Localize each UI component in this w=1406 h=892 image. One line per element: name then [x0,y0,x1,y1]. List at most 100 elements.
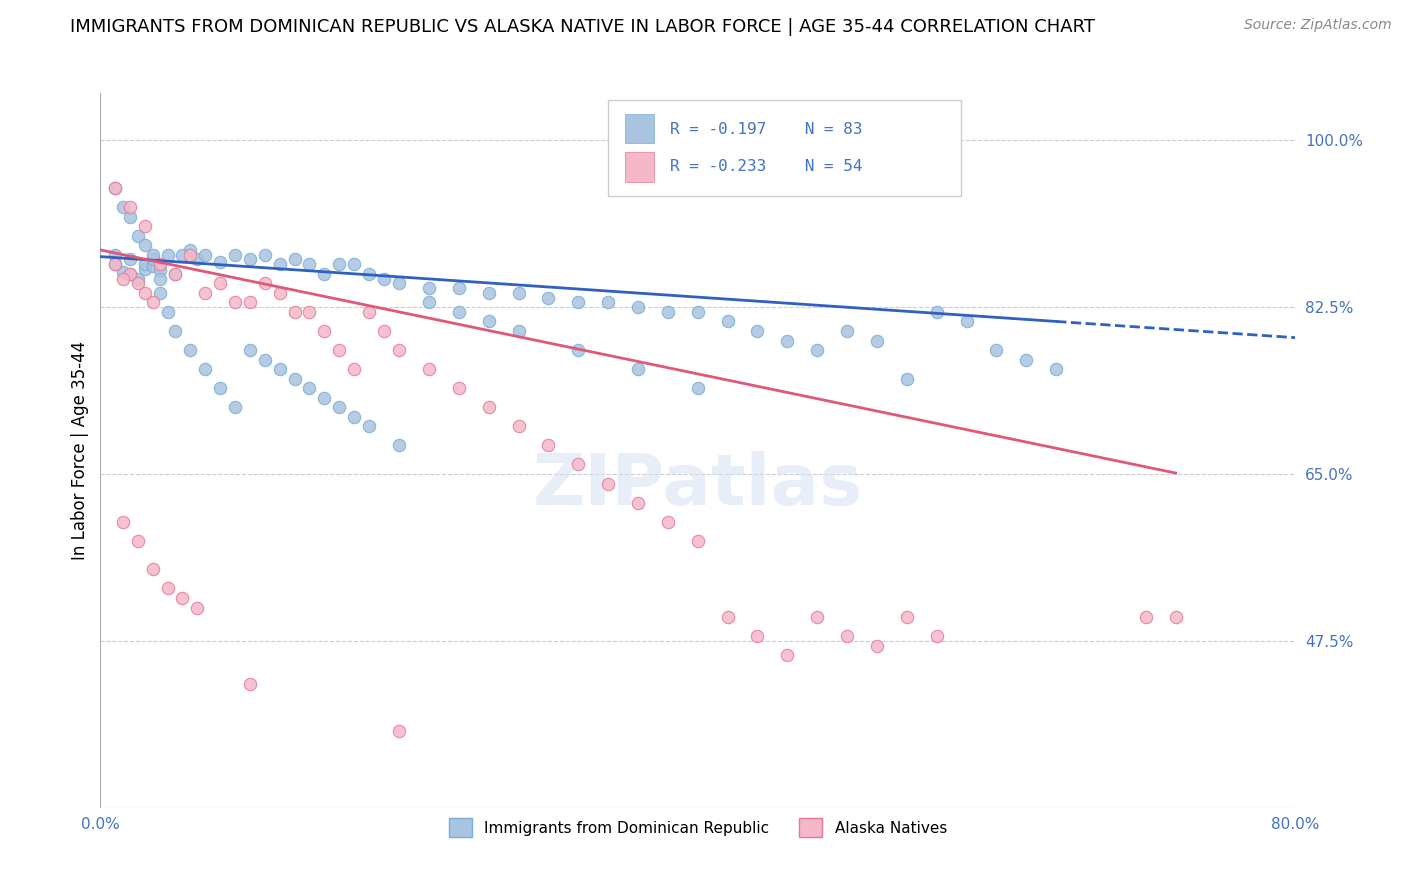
Point [657,305,679,319]
Point [120,267,142,281]
Point [1135,610,1157,624]
Point [343,362,366,376]
Point [343,257,366,271]
Point [298,381,321,395]
FancyBboxPatch shape [624,153,654,182]
Point [508,419,530,434]
Point [418,281,440,295]
Point [806,610,828,624]
Point [134,257,156,271]
Point [111,515,134,529]
FancyBboxPatch shape [609,100,960,196]
Legend: Immigrants from Dominican Republic, Alaska Natives: Immigrants from Dominican Republic, Alas… [443,812,953,843]
Point [1045,362,1067,376]
Point [127,277,149,291]
Point [127,228,149,243]
Point [478,285,501,300]
Point [388,724,411,739]
Point [866,334,889,348]
Point [373,271,395,285]
Point [835,324,858,338]
Point [104,257,127,271]
Point [896,372,918,386]
Point [717,610,740,624]
Point [134,238,156,252]
Point [239,295,262,310]
Point [283,372,305,386]
Point [142,259,165,273]
Point [567,295,589,310]
Point [343,409,366,424]
Point [253,248,276,262]
Point [567,343,589,357]
Point [508,324,530,338]
Point [373,324,395,338]
Point [747,629,769,643]
Point [627,300,650,314]
Point [567,458,589,472]
Point [598,295,620,310]
Point [478,401,501,415]
Point [134,262,156,277]
Point [314,324,336,338]
Point [896,610,918,624]
Point [328,257,350,271]
Point [142,252,165,267]
Point [447,381,470,395]
Point [314,391,336,405]
Point [776,648,799,663]
Point [134,219,156,233]
Point [447,305,470,319]
Point [269,257,291,271]
Point [359,419,381,434]
Point [253,352,276,367]
Point [127,533,149,548]
Point [508,285,530,300]
Point [776,334,799,348]
Point [359,267,381,281]
Point [194,362,217,376]
Point [142,295,165,310]
Point [149,257,172,271]
Point [179,243,201,257]
Point [149,271,172,285]
Point [156,582,179,596]
Point [253,277,276,291]
Point [747,324,769,338]
Point [1164,610,1187,624]
Point [598,476,620,491]
Point [104,181,127,195]
Point [104,248,127,262]
Point [149,263,172,277]
Point [537,438,560,452]
Point [111,265,134,279]
Point [806,343,828,357]
Point [269,362,291,376]
Point [283,252,305,267]
Point [111,271,134,285]
Point [686,533,709,548]
Point [283,305,305,319]
Point [186,252,208,267]
Point [239,343,262,357]
Text: Source: ZipAtlas.com: Source: ZipAtlas.com [1244,18,1392,32]
Point [142,562,165,576]
Point [627,362,650,376]
Point [186,600,208,615]
Y-axis label: In Labor Force | Age 35-44: In Labor Force | Age 35-44 [72,341,89,560]
Point [478,314,501,328]
Point [388,343,411,357]
Point [120,252,142,267]
Point [104,181,127,195]
Point [134,285,156,300]
Point [359,305,381,319]
Point [208,381,231,395]
Point [1015,352,1038,367]
Point [172,591,194,605]
Text: IMMIGRANTS FROM DOMINICAN REPUBLIC VS ALASKA NATIVE IN LABOR FORCE | AGE 35-44 C: IMMIGRANTS FROM DOMINICAN REPUBLIC VS AL… [70,18,1095,36]
Point [224,401,246,415]
Point [388,277,411,291]
Point [179,248,201,262]
Point [298,305,321,319]
Point [657,515,679,529]
